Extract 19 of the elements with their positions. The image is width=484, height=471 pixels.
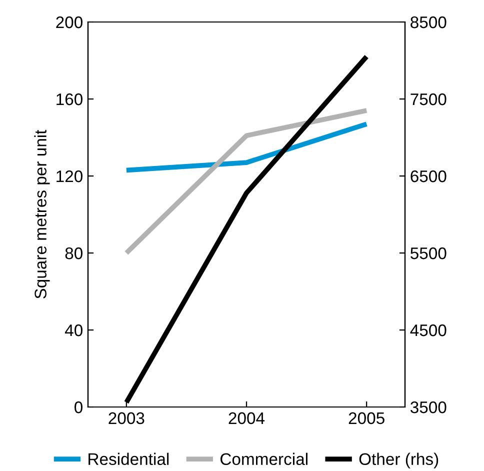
x-tick-label: 2003 [108, 412, 144, 424]
y-tick-label: 80 [65, 247, 82, 260]
y2-tick-label: 6500 [410, 170, 446, 182]
y-tick-label: 40 [64, 324, 82, 336]
x-tick-label: 2005 [348, 412, 384, 424]
y-tick-label: 160 [56, 93, 82, 106]
y2-tick-label: 8500 [410, 16, 446, 28]
legend-label: Commercial [220, 452, 308, 466]
y2-tick-label: 5500 [410, 247, 446, 260]
y2-tick-label: 3500 [410, 401, 446, 414]
y2-tick-label: 7500 [410, 93, 446, 106]
y-axis-title: Square metres per unit [34, 130, 50, 298]
legend-label: Residential [88, 452, 169, 466]
y2-tick-label: 4500 [410, 324, 446, 336]
y-tick-label: 0 [74, 401, 82, 414]
x-tick-label: 2004 [228, 412, 265, 424]
legend-label: Other (rhs) [359, 452, 438, 468]
y-tick-label: 200 [56, 16, 82, 28]
y-tick-label: 120 [56, 170, 82, 182]
